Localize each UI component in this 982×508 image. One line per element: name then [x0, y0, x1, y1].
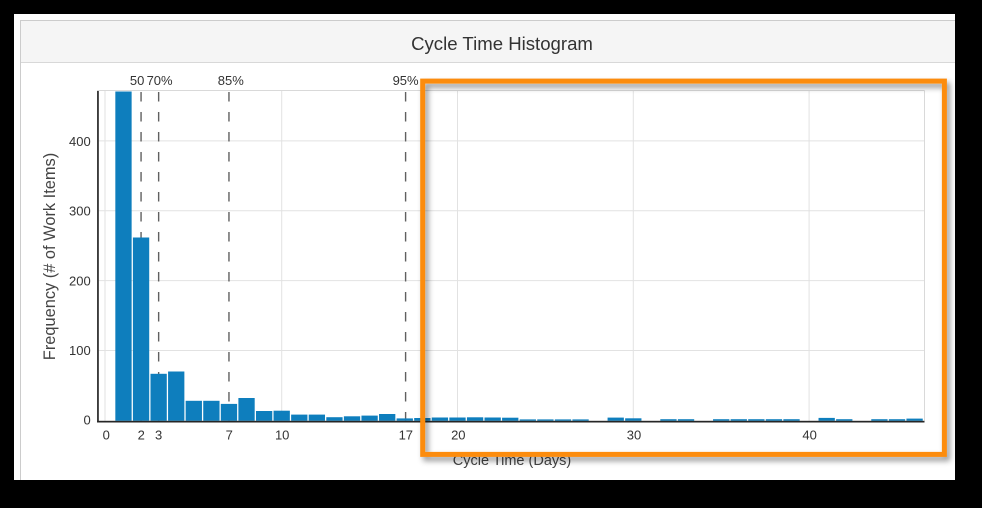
svg-text:2: 2 [138, 428, 145, 443]
svg-text:50: 50 [130, 73, 144, 88]
svg-text:7: 7 [226, 428, 233, 443]
svg-text:3: 3 [155, 428, 162, 443]
svg-text:Frequency (# of Work Items): Frequency (# of Work Items) [41, 153, 59, 360]
svg-text:40: 40 [802, 428, 816, 443]
svg-text:0: 0 [103, 428, 110, 443]
svg-text:400: 400 [69, 134, 91, 149]
svg-text:0: 0 [83, 412, 90, 427]
svg-text:17: 17 [399, 428, 413, 443]
svg-text:200: 200 [69, 273, 91, 288]
svg-text:95%: 95% [393, 73, 419, 88]
svg-text:70%: 70% [147, 73, 173, 88]
svg-text:Cycle Time (Days): Cycle Time (Days) [453, 453, 571, 469]
svg-text:30: 30 [627, 428, 641, 443]
svg-text:85%: 85% [218, 73, 244, 88]
svg-text:20: 20 [451, 428, 465, 443]
svg-text:100: 100 [69, 343, 91, 358]
svg-text:300: 300 [69, 204, 91, 219]
svg-text:10: 10 [275, 428, 289, 443]
